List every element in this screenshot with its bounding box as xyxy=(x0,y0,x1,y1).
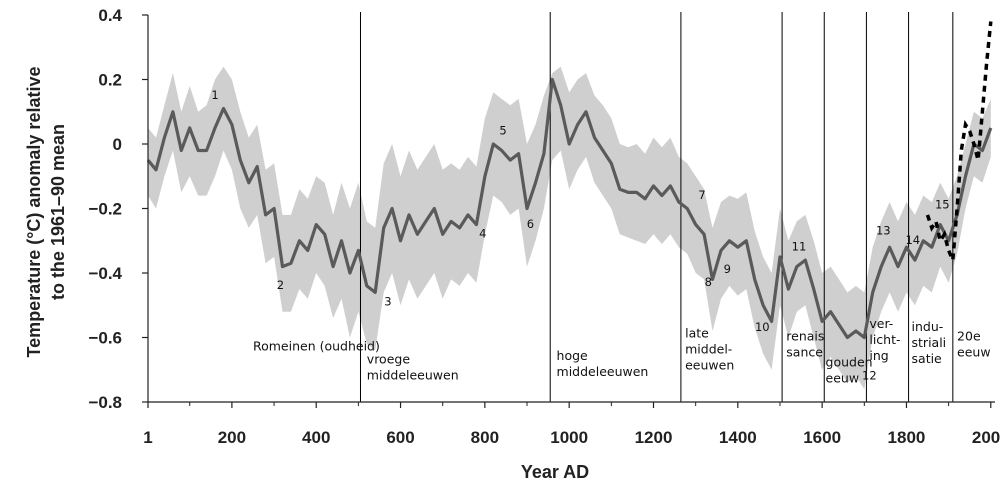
period-label-line: eeuw xyxy=(957,345,991,360)
period-label: indu-striali satie xyxy=(912,319,947,366)
x-tick-label: 800 xyxy=(471,428,499,447)
period-label-line: sance xyxy=(786,345,823,360)
event-marker-label: 4 xyxy=(479,227,486,241)
x-tick-label: 600 xyxy=(386,428,414,447)
y-tick-label: −0.2 xyxy=(88,200,122,219)
event-marker-label: 8 xyxy=(705,275,712,289)
period-label-line: striali xyxy=(912,335,947,350)
x-tick-label: 200 xyxy=(218,428,246,447)
period-label: renais sance xyxy=(786,329,824,360)
period-label-line: gouden xyxy=(826,355,873,370)
y-axis-title-line1: Temperature (°C) anomaly relative xyxy=(24,67,44,358)
reconstruction-line xyxy=(146,77,993,340)
event-marker-label: 15 xyxy=(935,198,950,212)
event-marker-label: 14 xyxy=(905,233,920,247)
instrumental-dotted-line xyxy=(925,21,993,261)
y-axis-title-line2: to the 1961–90 mean xyxy=(48,124,68,300)
x-tick-label: 1600 xyxy=(803,428,841,447)
period-label: 20e eeuw xyxy=(957,329,991,360)
period-label: ver-licht-ing xyxy=(869,316,900,363)
event-marker-label: 13 xyxy=(876,223,891,237)
event-marker-label: 12 xyxy=(862,368,877,382)
period-label: hoge middeleeuwen xyxy=(557,348,649,379)
period-boundaries xyxy=(359,12,954,402)
y-tick-label: 0.2 xyxy=(98,71,122,90)
series-lines xyxy=(146,21,993,340)
y-tick-label: −0.8 xyxy=(88,393,122,412)
period-label: gouden eeuw xyxy=(826,355,873,386)
event-marker-label: 2 xyxy=(277,278,284,292)
x-tick-label: 1800 xyxy=(888,428,926,447)
period-label-line: ver- xyxy=(869,316,893,331)
period-label-line: Romeinen (oudheid) xyxy=(253,338,380,353)
uncertainty-band xyxy=(148,66,991,390)
period-labels: Romeinen (oudheid)vroege middeleeuwenhoge… xyxy=(253,316,991,386)
period-label-line: 20e xyxy=(957,329,981,344)
period-label-line: late xyxy=(685,326,709,341)
x-tick-label: 2000 xyxy=(972,428,1000,447)
period-label-line: middel- xyxy=(685,342,732,357)
period-label-line: renais xyxy=(786,329,824,344)
event-marker-label: 6 xyxy=(527,217,534,231)
event-marker-label: 5 xyxy=(499,123,506,137)
period-label-line: hoge xyxy=(557,348,589,363)
event-marker-label: 9 xyxy=(724,262,731,276)
period-label-line: middeleeuwen xyxy=(557,364,649,379)
x-axis-title: Year AD xyxy=(521,462,589,482)
event-marker-label: 1 xyxy=(211,88,218,102)
y-tick-label: −0.6 xyxy=(88,329,122,348)
period-label-line: middeleeuwen xyxy=(367,367,459,382)
period-label: vroege middeleeuwen xyxy=(367,351,459,382)
period-label-line: ing xyxy=(869,348,888,363)
period-label-line: eeuwen xyxy=(685,358,734,373)
tick-marks-and-labels: 1200400600800100012001400160018002000−0.… xyxy=(88,6,1000,447)
period-label-line: indu- xyxy=(912,319,944,334)
x-tick-label: 1200 xyxy=(635,428,673,447)
event-marker-label: 3 xyxy=(384,294,391,308)
event-marker-label: 11 xyxy=(792,239,807,253)
period-label-line: licht- xyxy=(869,332,900,347)
x-tick-label: 1000 xyxy=(550,428,588,447)
x-tick-label: 1400 xyxy=(719,428,757,447)
period-label: late middel-eeuwen xyxy=(685,326,734,373)
y-tick-label: 0 xyxy=(113,135,122,154)
period-label-line: satie xyxy=(912,351,943,366)
event-marker-label: 7 xyxy=(698,188,705,202)
x-tick-label: 1 xyxy=(143,428,152,447)
period-label-line: eeuw xyxy=(826,371,860,386)
plot-area: Romeinen (oudheid)vroege middeleeuwenhoge… xyxy=(146,12,993,402)
event-marker-label: 10 xyxy=(755,320,770,334)
y-tick-label: −0.4 xyxy=(88,264,122,283)
period-label: Romeinen (oudheid) xyxy=(253,338,380,353)
uncertainty-band-area xyxy=(148,66,991,390)
period-label-line: vroege xyxy=(367,351,411,366)
x-tick-label: 400 xyxy=(302,428,330,447)
y-tick-label: 0.4 xyxy=(98,6,122,25)
y-axis-title: Temperature (°C) anomaly relative to the… xyxy=(24,67,68,358)
